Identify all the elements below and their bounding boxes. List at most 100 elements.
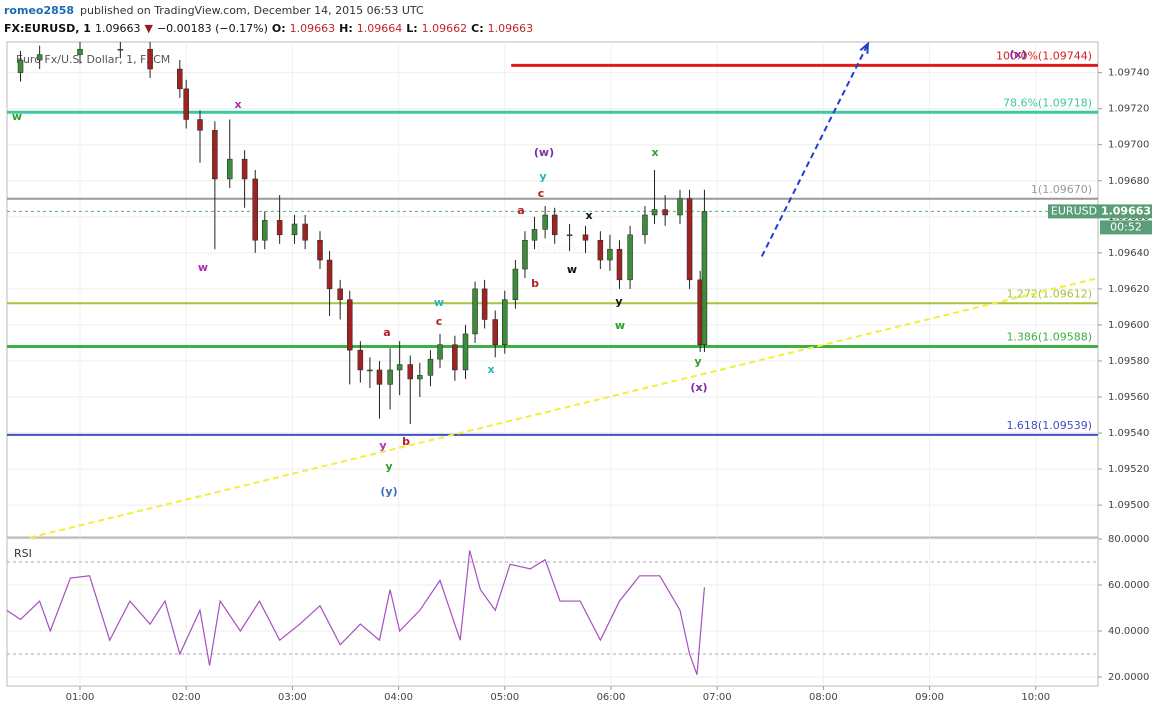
candle-body [212, 130, 218, 180]
rsi-line [6, 550, 706, 675]
candle-body [492, 319, 498, 345]
wave-label: x [651, 146, 658, 159]
user[interactable]: romeo2858 [4, 4, 74, 17]
candle-body [337, 288, 343, 300]
y-tick-label: 1.09740 [1108, 68, 1149, 79]
candle-body [531, 229, 538, 241]
x-tick-label: 03:00 [278, 692, 307, 703]
candle-body [502, 299, 508, 345]
quote-part: 1.09663 [488, 22, 534, 35]
quote-part: H: [339, 22, 353, 35]
candle-body [616, 248, 623, 281]
candle-body [566, 234, 573, 237]
wave-label: y [694, 355, 701, 368]
quote-part: ▼ [144, 22, 153, 35]
trendline [29, 277, 1099, 539]
y-tick-label: 40.0000 [1108, 626, 1149, 637]
candle-body [522, 239, 528, 270]
rsi-pane [6, 537, 1099, 687]
wave-label: y [385, 460, 392, 473]
candle-body [396, 364, 403, 371]
y-tick-label: 1.09500 [1108, 500, 1149, 511]
wave-label: a [517, 204, 524, 217]
x-tick-label: 01:00 [66, 692, 95, 703]
candle-body [452, 344, 458, 371]
chart-title: Euro Fx/U.S. Dollar, 1, FXCM [16, 53, 170, 66]
y-tick-label: 1.09640 [1108, 248, 1149, 259]
wave-label: y [379, 439, 386, 452]
countdown: 00:52 [1110, 220, 1142, 233]
candle-body [226, 158, 233, 180]
candle-body [387, 369, 393, 385]
wave-label: (x) [690, 381, 707, 394]
candle-body [472, 288, 478, 335]
countdown-box [1100, 220, 1152, 235]
quote-part: FX:EURUSD, 1 [4, 22, 91, 35]
level-label: 78.6%(1.09718) [1003, 96, 1092, 109]
candle-body [651, 209, 658, 216]
level-label: 1(1.09670) [1031, 183, 1092, 196]
wave-label: x [487, 363, 494, 376]
quote-line: FX:EURUSD, 1 1.09663 ▼ −0.00183 (−0.17%) O: 1… [4, 22, 533, 35]
y-tick-label: 80.0000 [1108, 534, 1149, 545]
y-tick-label: 1.09580 [1108, 356, 1149, 367]
quote-part: 1.09663 [95, 22, 141, 35]
candle-body [582, 234, 589, 241]
candle-body [677, 198, 683, 216]
wave-label: (x) [1009, 48, 1026, 61]
candle-body [512, 268, 519, 300]
candle-body [241, 158, 248, 180]
candle-body [147, 48, 153, 70]
y-tick-label: 1.09720 [1108, 104, 1149, 115]
y-tick-label: 1.09620 [1108, 284, 1149, 295]
candle-body [627, 234, 633, 281]
candle-body [262, 220, 268, 241]
candle-body [542, 214, 548, 230]
candle-body [276, 220, 283, 236]
wave-label: a [383, 326, 390, 339]
candle-body [291, 223, 298, 236]
y-tick-label: 1.09600 [1108, 320, 1149, 331]
x-tick-label: 10:00 [1021, 692, 1050, 703]
x-tick-label: 08:00 [809, 692, 838, 703]
wave-label: (y) [380, 485, 397, 498]
x-tick-label: 05:00 [490, 692, 519, 703]
quote-part: −0.00183 (−0.17%) [157, 22, 268, 35]
wave-label: y [615, 295, 622, 308]
candle-body [417, 375, 423, 380]
wave-label: x [585, 209, 592, 222]
arrow-head [859, 41, 870, 54]
quote-part: C: [471, 22, 483, 35]
quote-part: 1.09663 [290, 22, 336, 35]
wave-label: c [436, 315, 443, 328]
wave-label: y [539, 170, 546, 183]
candle-body [376, 369, 383, 385]
candle-body [642, 214, 648, 236]
candle-body [36, 54, 43, 61]
level-label: 1.618(1.09539) [1006, 419, 1092, 432]
price-tag-name: EURUSD [1051, 204, 1097, 217]
main-pane [6, 41, 1099, 538]
wave-label: w [567, 263, 577, 276]
level-label: 1.272(1.09612) [1006, 287, 1092, 300]
x-tick-label: 02:00 [172, 692, 201, 703]
candle-body [302, 223, 308, 241]
candle-body [437, 344, 443, 360]
quote-part: O: [272, 22, 286, 35]
wave-label: w [12, 110, 22, 123]
watermark: EURUSD, 1 [530, 243, 590, 256]
candle-body [17, 59, 24, 73]
quote-part: 1.09664 [357, 22, 403, 35]
candle-body [117, 48, 124, 51]
candle-body [607, 248, 613, 261]
wave-label: w [434, 296, 444, 309]
candle-body [197, 119, 203, 131]
y-tick-label: 1.09540 [1108, 428, 1149, 439]
wave-label: b [402, 435, 410, 448]
y-tick-label: 1.09560 [1108, 392, 1149, 403]
candle-body [183, 88, 189, 120]
candle-body [462, 333, 469, 371]
quote-part: L: [406, 22, 417, 35]
wave-label: w [198, 261, 208, 274]
